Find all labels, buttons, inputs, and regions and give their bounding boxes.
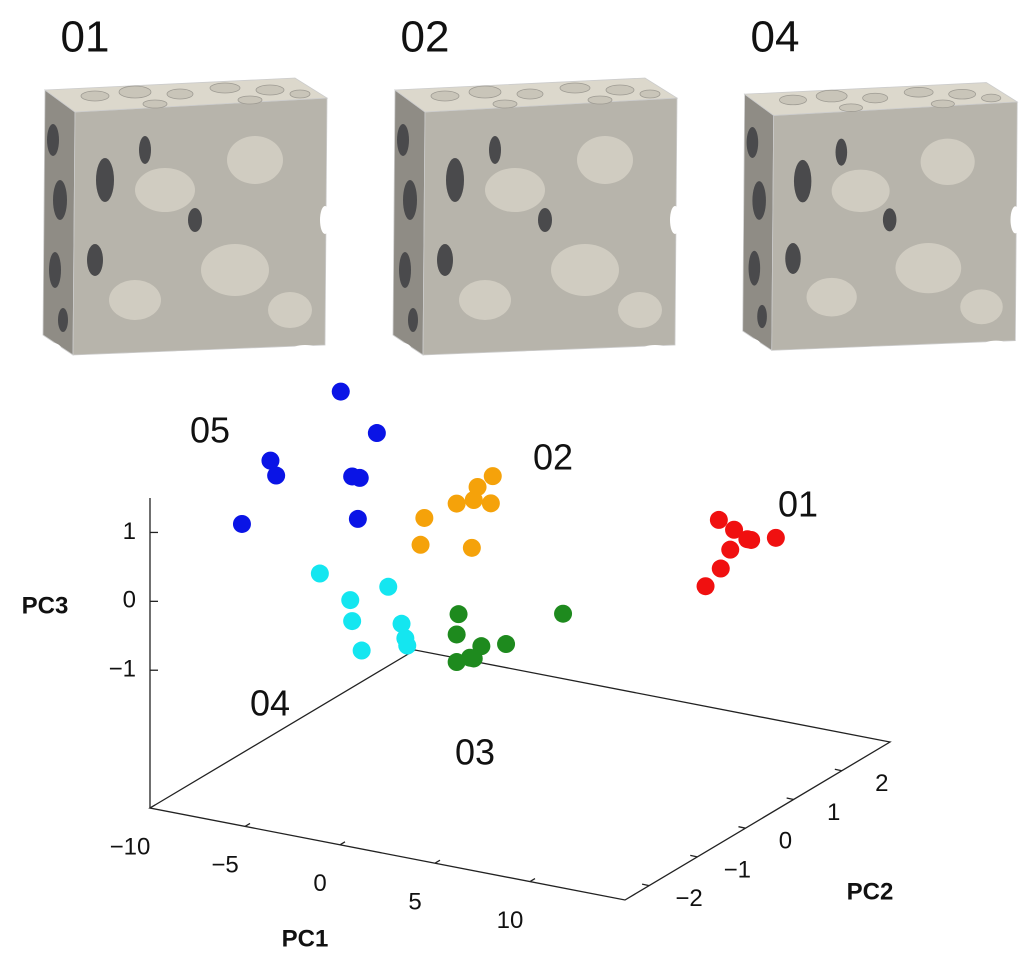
y-tick xyxy=(835,769,842,771)
point xyxy=(267,467,285,485)
point xyxy=(353,642,371,660)
y-axis-label: PC2 xyxy=(847,878,894,905)
y-tick-label: −2 xyxy=(675,885,702,912)
x-tick xyxy=(435,860,440,863)
point xyxy=(710,511,728,529)
point xyxy=(721,541,739,559)
z-tick-label: 1 xyxy=(123,518,136,545)
cluster-label: 02 xyxy=(533,437,573,478)
figure: 01 02 04 PC3 PC1 PC2 −101−10−50510−2−101… xyxy=(0,0,1024,956)
point xyxy=(379,578,397,596)
point xyxy=(448,495,466,513)
point xyxy=(398,637,416,655)
point xyxy=(341,591,359,609)
point xyxy=(415,509,433,527)
point xyxy=(497,635,515,653)
point xyxy=(233,515,251,533)
point xyxy=(311,565,329,583)
z-tick-label: 0 xyxy=(123,587,136,614)
panel-label: 04 xyxy=(751,13,800,62)
z-tick-label: −1 xyxy=(109,656,136,683)
point xyxy=(767,529,785,547)
page: {"panels": [{"label": "01"}, {"label": "… xyxy=(0,0,1024,961)
x-tick-label: 0 xyxy=(313,870,326,897)
point xyxy=(332,383,350,401)
x-tick-label: 10 xyxy=(497,907,524,934)
cluster-label: 03 xyxy=(455,732,495,773)
cluster-label: 05 xyxy=(190,410,230,451)
cluster-label: 04 xyxy=(250,683,290,724)
panel-label: 01 xyxy=(61,13,110,62)
cube-render xyxy=(383,78,680,359)
x-axis-label: PC1 xyxy=(282,925,329,952)
y-tick xyxy=(787,798,794,800)
point xyxy=(461,649,479,667)
y-tick xyxy=(738,827,745,829)
point xyxy=(712,560,730,578)
point xyxy=(412,536,430,554)
point xyxy=(450,605,468,623)
cube-render xyxy=(33,78,330,359)
y-tick-label: −1 xyxy=(724,856,751,883)
point xyxy=(351,469,369,487)
y-tick-label: 1 xyxy=(827,799,840,826)
point xyxy=(368,424,386,442)
x-tick xyxy=(150,805,155,808)
point xyxy=(742,531,760,549)
y-tick-label: 0 xyxy=(779,828,792,855)
point xyxy=(463,539,481,557)
x-tick-label: −10 xyxy=(110,833,151,860)
point xyxy=(482,494,500,512)
point xyxy=(465,491,483,509)
x-tick-label: 5 xyxy=(408,889,421,916)
x-tick xyxy=(245,823,250,826)
point xyxy=(448,625,466,643)
cluster-label: 01 xyxy=(778,484,818,525)
cube-render xyxy=(733,83,1020,355)
point xyxy=(697,577,715,595)
x-tick xyxy=(530,879,535,882)
y-tick-label: 2 xyxy=(875,770,888,797)
point xyxy=(343,612,361,630)
point xyxy=(554,605,572,623)
x-tick-label: −5 xyxy=(211,852,238,879)
z-axis-label: PC3 xyxy=(22,592,69,619)
x-tick xyxy=(340,842,345,845)
panel-label: 02 xyxy=(401,13,450,62)
y-tick xyxy=(690,855,697,857)
point xyxy=(484,467,502,485)
point xyxy=(349,510,367,528)
y-tick xyxy=(642,884,649,886)
